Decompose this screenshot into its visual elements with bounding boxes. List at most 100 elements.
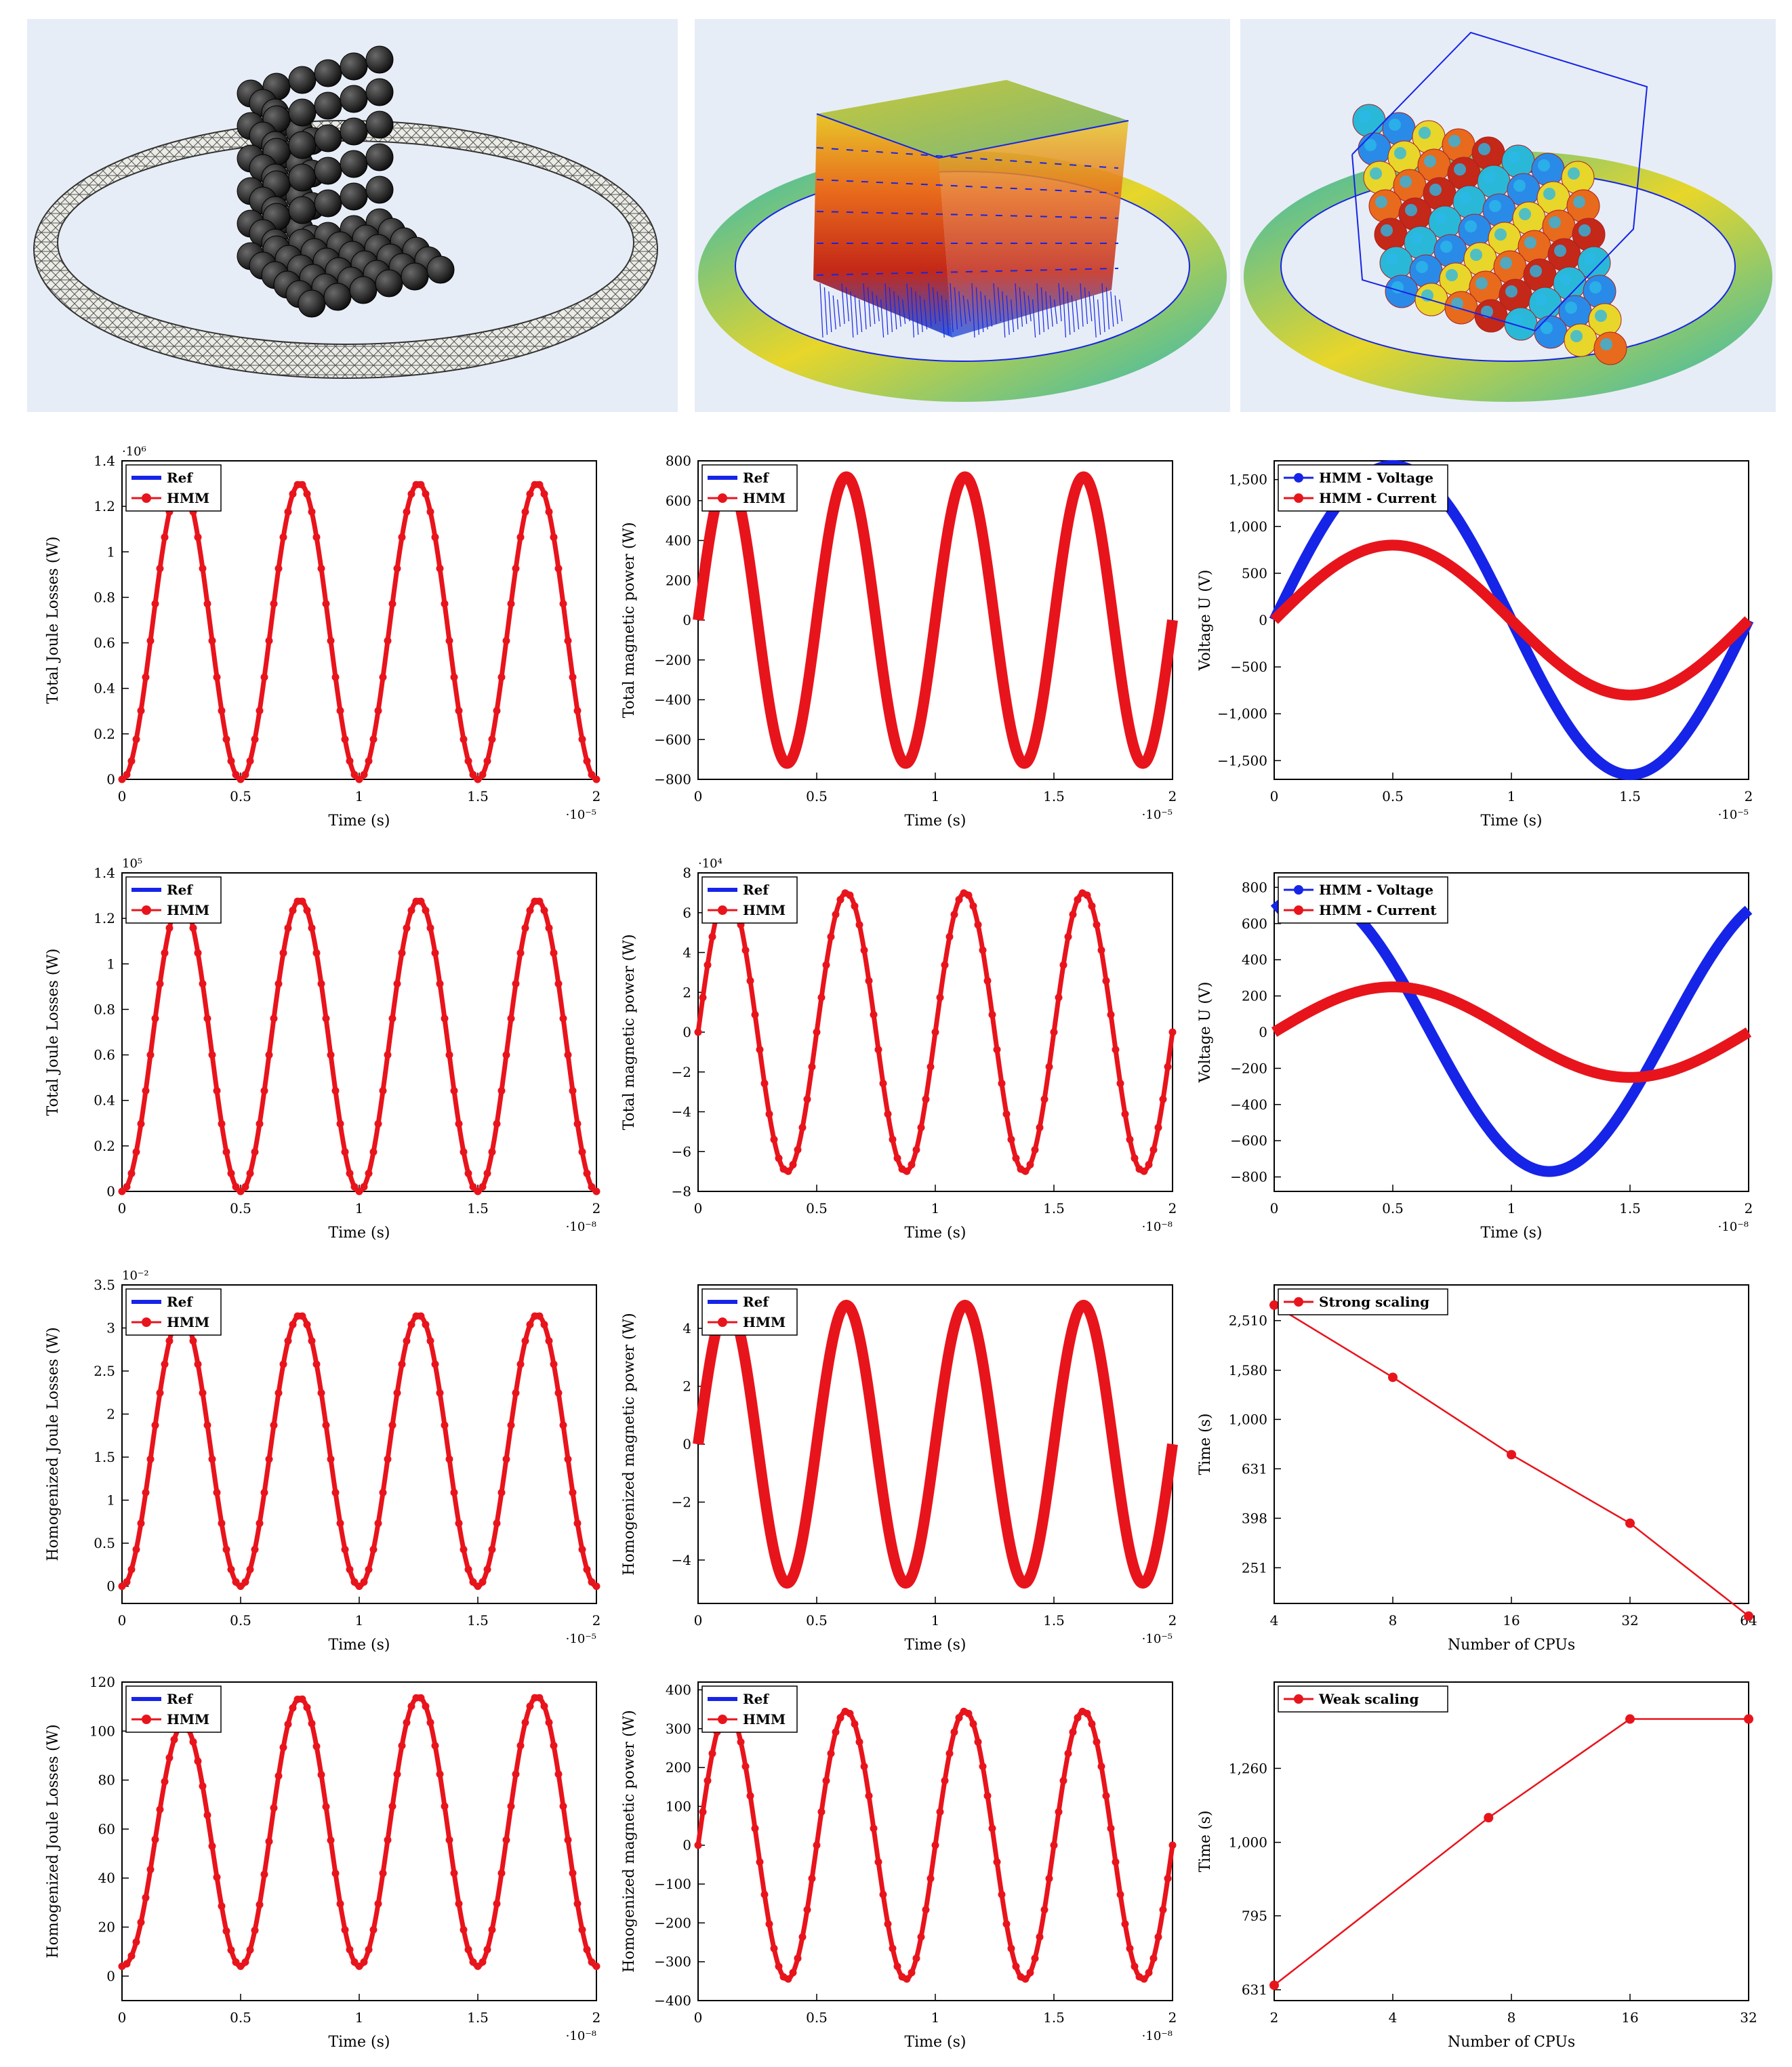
y-tick-label: 0.6 [94,635,115,651]
field-arrow [1011,299,1015,333]
legend: Ref HMM [125,1288,222,1336]
arrow-hatch [816,147,1123,338]
x-tick-label: 0.5 [1382,1200,1404,1216]
sphere-highlight [1565,302,1577,314]
data-point [798,1933,807,1941]
field-arrow [993,283,997,325]
data-point [436,1770,444,1778]
data-point [441,1015,449,1023]
series-line [1269,539,1753,701]
field-arrow [823,287,828,335]
y-tick-label: 1.4 [94,453,115,469]
x-tick-label: 2 [1745,788,1753,804]
data-point [569,1087,577,1095]
data-point [974,921,982,929]
data-point [846,1709,854,1717]
data-point [403,1337,411,1345]
data-point [379,1087,387,1095]
x-axis-label: Time (s) [1480,1225,1542,1242]
data-point [526,1321,534,1329]
data-point [1625,1714,1635,1724]
data-point [535,897,544,905]
y-tick-label: 600 [1242,916,1267,932]
data-point [478,771,487,779]
data-point [1002,1920,1011,1928]
x-axis-label: Time (s) [904,813,966,830]
data-point [893,1963,901,1971]
x-tick-label: 0 [118,788,127,804]
data-point [1121,1920,1129,1928]
data-point [1069,910,1077,918]
data-point [1055,994,1063,1002]
legend-label: Strong scaling [1319,1294,1429,1310]
data-point [317,980,325,988]
sphere-highlight [1519,208,1531,220]
field-arrow [854,295,858,335]
data-point [279,533,287,541]
data-point [941,1776,949,1784]
data-point [464,757,472,765]
data-point [751,1010,759,1019]
data-point [118,1187,126,1195]
data-point [137,1918,145,1926]
data-point [346,1565,354,1574]
data-point [274,1389,283,1397]
data-point [993,1046,1001,1054]
field-arrow [1097,299,1101,335]
data-point [431,1360,439,1368]
legend-label: HMM [167,1711,209,1727]
data-point [507,600,515,608]
data-point [203,1811,211,1819]
data-point [322,1803,330,1811]
x-tick-label: 2 [1168,1612,1177,1629]
sphere-highlight [1530,265,1542,277]
field-arrow [1062,287,1066,338]
sphere [340,117,368,146]
legend-label: HMM - Voltage [1319,470,1433,486]
data-point [1040,1906,1048,1914]
y-axis-label: Voltage U (V) [1197,982,1214,1084]
legend-label: HMM [743,902,786,918]
field-arrow [984,295,988,330]
data-point [393,1389,401,1397]
data-point [789,1969,797,1977]
data-point [360,1958,368,1966]
x-exponent: ·10⁻⁵ [566,1632,596,1646]
data-point [308,508,316,516]
sphere [340,85,368,113]
data-point [317,1771,325,1779]
data-point [407,906,415,914]
data-point [1112,1858,1120,1866]
data-point [241,1183,249,1191]
data-point [251,1926,259,1934]
field-arrow [924,299,928,330]
sphere [365,176,394,204]
data-point [393,1770,401,1778]
data-point [279,1743,287,1751]
data-point [737,1738,745,1746]
sphere-cube [237,45,455,318]
legend-label: Ref [167,1294,193,1310]
data-point [222,1927,230,1935]
data-point [312,533,321,541]
data-point [369,1545,378,1553]
data-point [573,1900,582,1908]
data-point [407,1321,415,1329]
y-axis-label: Homogenized Joule Losses (W) [45,1724,62,1958]
data-point [308,924,316,932]
field-arrow [902,299,906,325]
x-tick-label: 0.5 [1382,788,1404,804]
data-point [817,1808,826,1816]
data-point [199,565,207,573]
y-tick-label: 0 [106,771,115,787]
x-tick-label: 0 [118,2009,127,2026]
data-point [213,1873,221,1881]
data-point [583,1169,591,1177]
data-point [213,1087,221,1095]
sphere-highlight [1394,147,1406,159]
data-point [260,1870,268,1879]
data-point [341,1148,349,1156]
data-point [592,1582,600,1591]
data-point [137,707,145,715]
